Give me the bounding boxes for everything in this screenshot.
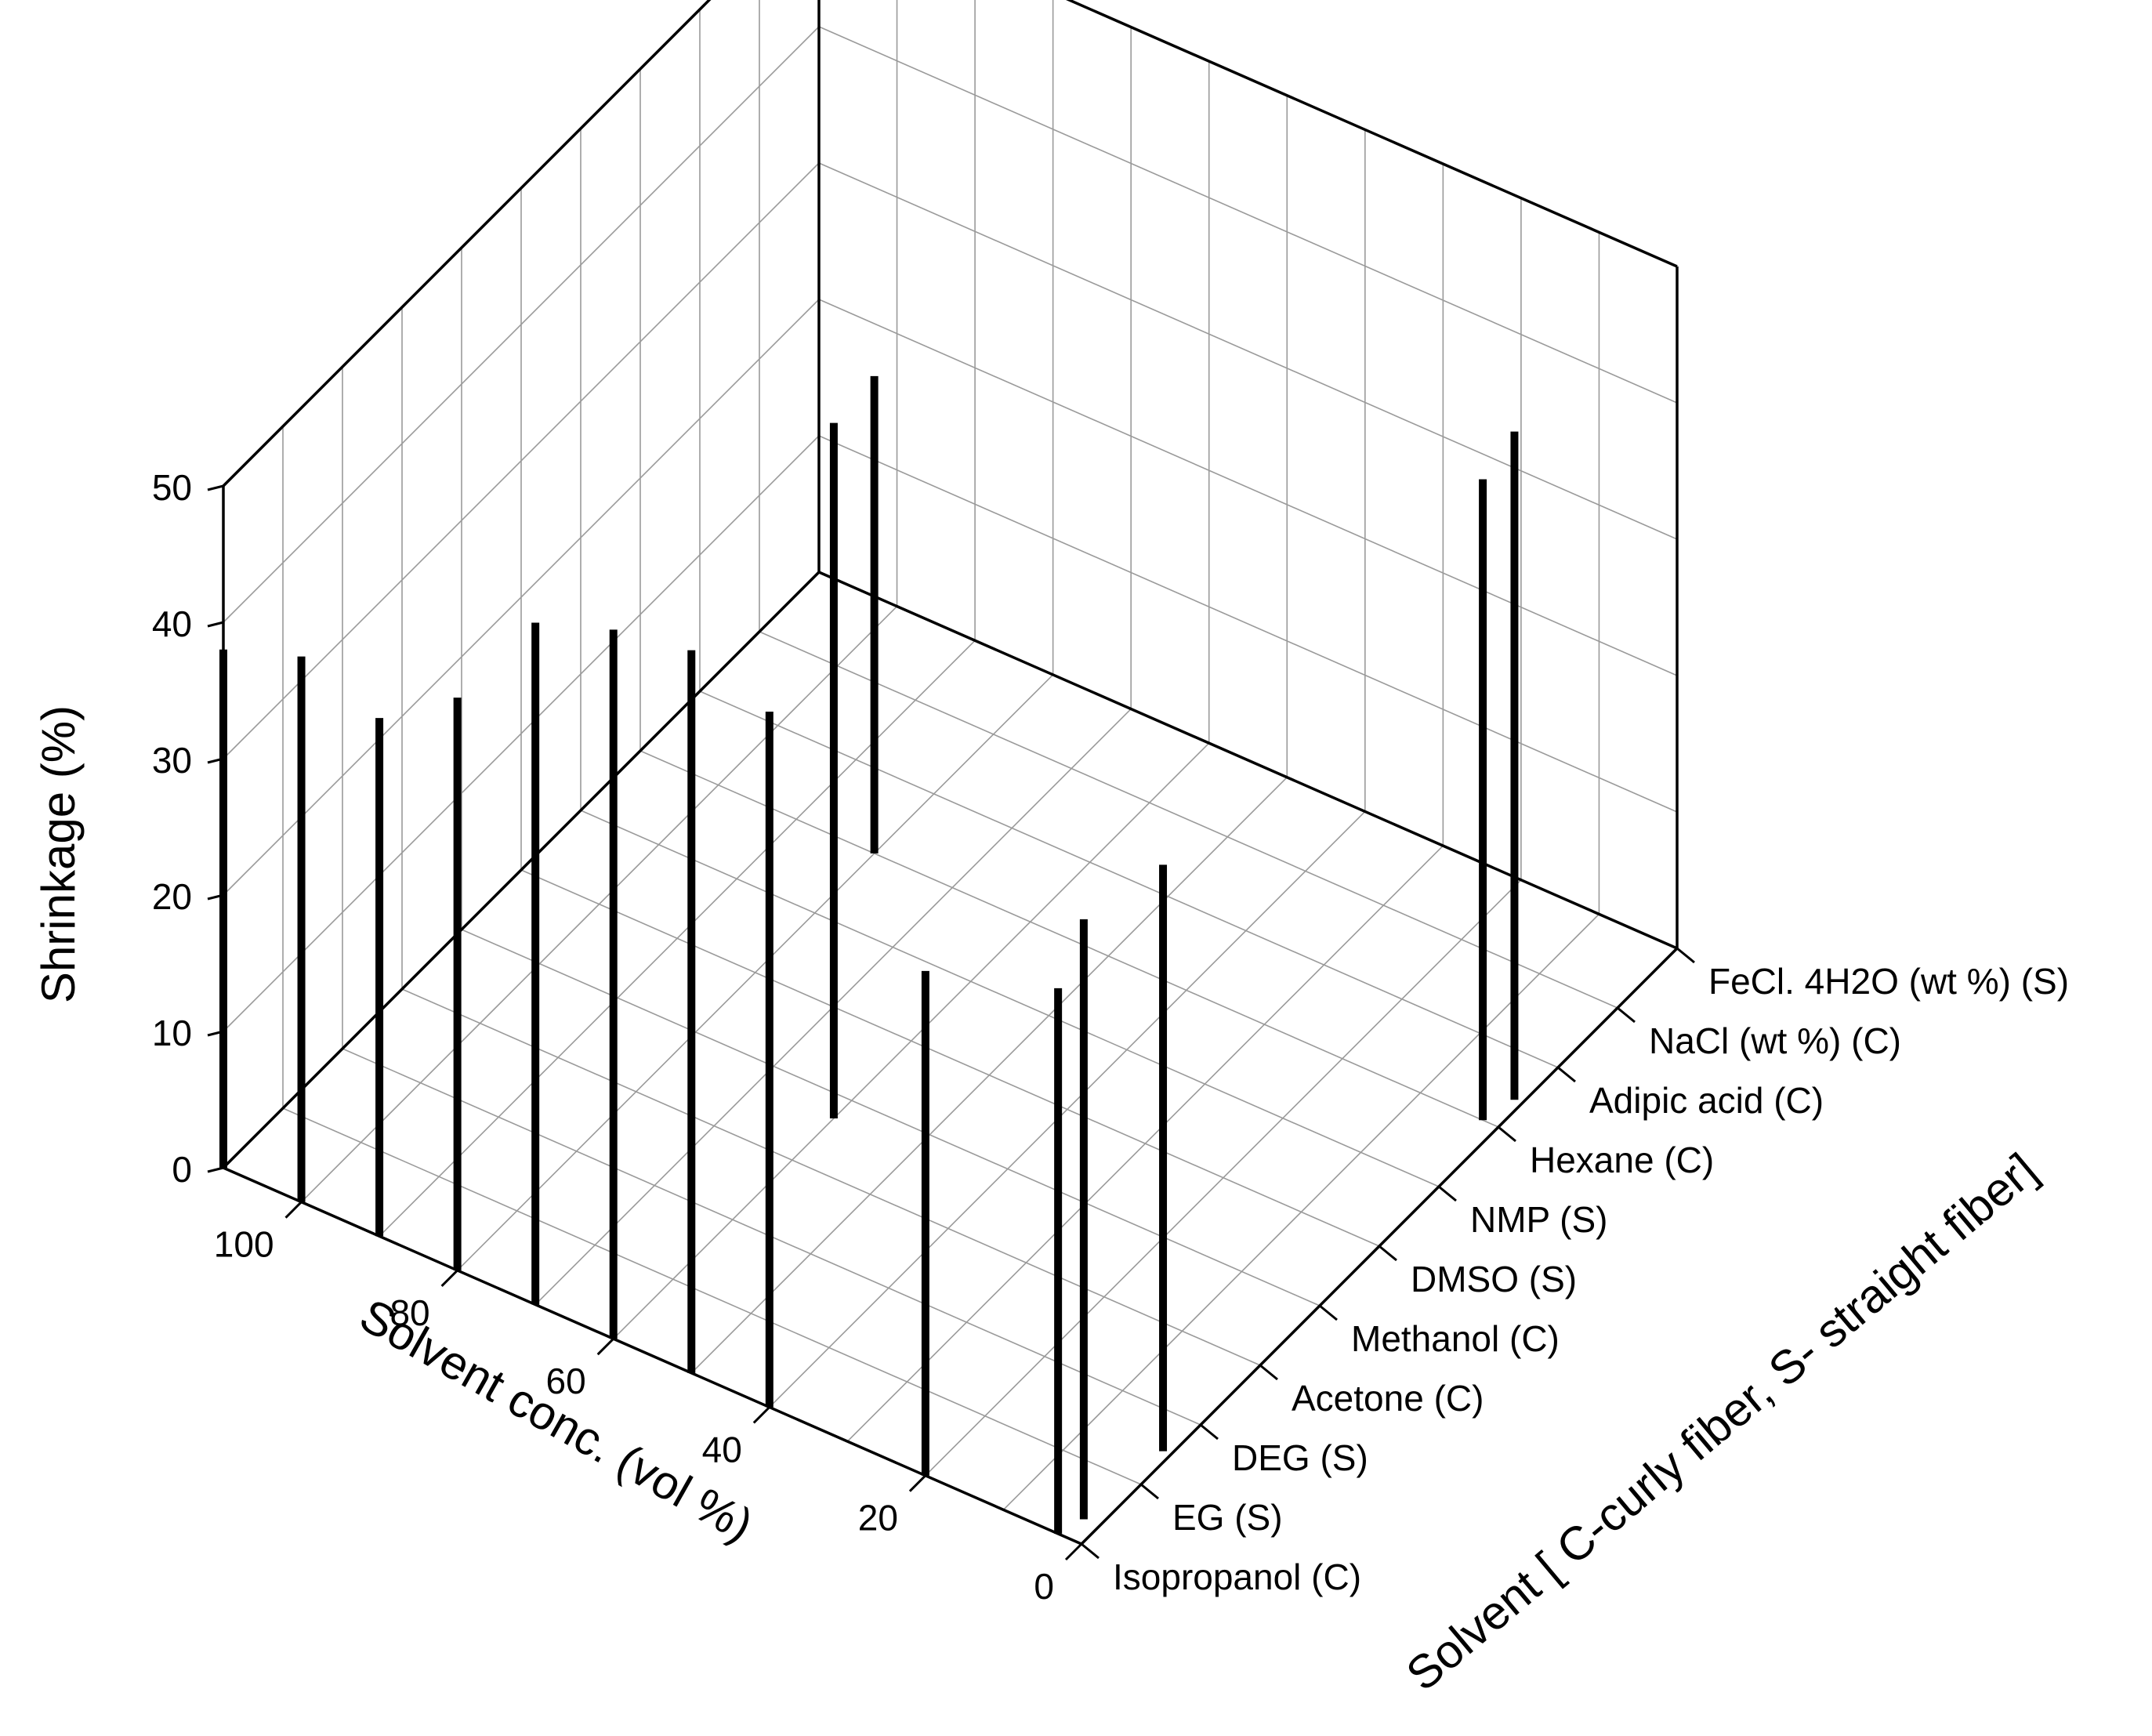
x-axis-label: Solvent conc. (vol %) <box>351 1288 761 1552</box>
floor-grid-line-solvent <box>461 929 1321 1307</box>
axis-layer <box>222 0 1679 1546</box>
label-layer: Shrinkage (%) Solvent conc. (vol %) Solv… <box>32 705 2047 1701</box>
floor-grid-line-conc <box>379 640 976 1237</box>
floor-grid-line-conc <box>690 777 1288 1374</box>
y-tick-label: Methanol (C) <box>1351 1318 1560 1359</box>
floor-grid-line-solvent <box>639 750 1499 1128</box>
floor-grid-line-conc <box>613 742 1210 1339</box>
z-axis-label: Shrinkage (%) <box>32 705 85 1003</box>
floor-grid-line-solvent <box>580 810 1440 1187</box>
x-tick-label: 40 <box>702 1429 742 1470</box>
tick-layer: 0 10 20 30 40 50 0 20 40 60 80 100 Isopropanol (C) EG… <box>152 467 2069 1607</box>
floor-grid-line-conc <box>769 810 1366 1408</box>
y-tick-mark <box>1617 1006 1636 1024</box>
x-tick-label: 20 <box>858 1498 898 1538</box>
y-tick-mark <box>1557 1066 1576 1083</box>
y-tick-mark <box>1259 1364 1278 1381</box>
y-tick-label: NMP (S) <box>1470 1199 1608 1240</box>
floor-grid-line-conc <box>846 845 1444 1442</box>
z-tick-label: 40 <box>152 603 192 644</box>
y-tick-label: DEG (S) <box>1232 1437 1368 1478</box>
z-tick-mark <box>207 757 224 764</box>
z-tick-label: 30 <box>152 740 192 781</box>
x-tick-label: 60 <box>546 1361 586 1401</box>
y-tick-mark <box>1140 1483 1159 1500</box>
top-edge-left <box>222 0 712 487</box>
floor-edge-front-left <box>223 1166 1082 1546</box>
floor-grid-line-conc <box>925 879 1522 1477</box>
floor-grid-line-solvent <box>759 631 1618 1009</box>
bar-layer <box>219 375 1519 1534</box>
x-tick-mark <box>752 1406 770 1424</box>
y-tick-label: Hexane (C) <box>1530 1140 1714 1180</box>
z-tick-label: 10 <box>152 1013 192 1053</box>
x-tick-label: 100 <box>214 1224 274 1265</box>
z-tick-mark <box>207 893 224 901</box>
y-tick-mark <box>1676 947 1695 964</box>
y-tick-label: Adipic acid (C) <box>1589 1080 1824 1121</box>
wall-grid-line-level <box>818 299 1678 676</box>
wall-grid-line-level <box>818 162 1678 540</box>
floor-grid-line-solvent <box>520 869 1380 1247</box>
wall-grid-line-level <box>818 26 1678 404</box>
y-tick-mark <box>1319 1304 1338 1321</box>
z-tick-mark <box>207 484 224 491</box>
x-tick-mark <box>1064 1542 1083 1561</box>
z-tick-mark <box>207 1166 224 1173</box>
floor-grid-line-solvent <box>282 1107 1142 1485</box>
y-tick-mark <box>1081 1542 1100 1560</box>
x-tick-label: 0 <box>1034 1566 1054 1607</box>
floor-edge-back-left <box>222 571 821 1169</box>
y-tick-label: Acetone (C) <box>1292 1378 1484 1419</box>
y-tick-mark <box>1200 1423 1219 1441</box>
y-tick-label: EG (S) <box>1172 1497 1283 1538</box>
y-tick-label: DMSO (S) <box>1411 1259 1577 1299</box>
x-tick-mark <box>440 1269 458 1287</box>
floor-grid-line-solvent <box>401 988 1261 1366</box>
y-tick-label: FeCl. 4H2O (wt %) (S) <box>1708 961 2069 1002</box>
z-tick-label: 0 <box>172 1149 192 1190</box>
floor-grid-line-conc <box>300 606 898 1203</box>
x-tick-mark <box>596 1338 614 1356</box>
x-tick-mark <box>284 1201 303 1219</box>
z-tick-mark <box>207 621 224 628</box>
y-tick-mark <box>1438 1185 1457 1202</box>
x-tick-label: 80 <box>389 1292 429 1333</box>
y-tick-label: Isopropanol (C) <box>1113 1557 1361 1597</box>
x-tick-mark <box>908 1474 926 1492</box>
y-tick-mark <box>1498 1125 1516 1143</box>
floor-grid-line-conc <box>457 674 1054 1271</box>
z-tick-label: 50 <box>152 467 192 508</box>
grid-layer <box>223 0 1678 1545</box>
wall-grid-line-level <box>1067 0 1678 267</box>
floor-edge-back-right <box>818 571 1678 950</box>
y-tick-mark <box>1379 1245 1397 1262</box>
floor-grid-line-solvent <box>699 690 1559 1068</box>
z-tick-mark <box>207 1030 224 1037</box>
wall-grid-line-level <box>818 435 1678 813</box>
top-edge-right <box>1066 0 1678 268</box>
y-tick-label: NaCl (wt %) (C) <box>1649 1020 1901 1061</box>
z-tick-label: 20 <box>152 876 192 917</box>
floor-grid-line-conc <box>1002 913 1600 1510</box>
